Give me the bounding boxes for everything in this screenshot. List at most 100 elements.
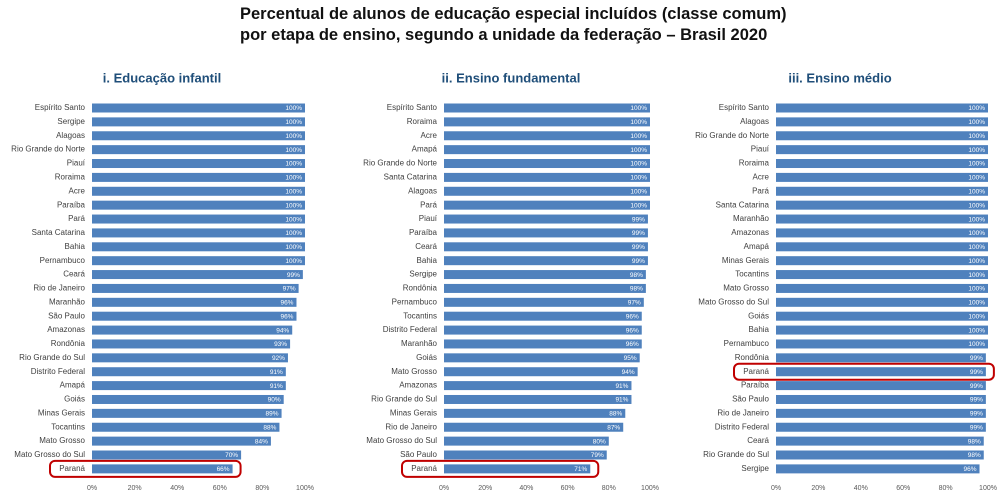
value-label: 98%	[630, 286, 643, 293]
category-label: Pernambuco	[724, 339, 770, 348]
bar	[776, 214, 988, 224]
value-label: 100%	[285, 202, 302, 209]
value-label: 100%	[285, 105, 302, 112]
value-label: 99%	[632, 230, 645, 237]
bar	[776, 367, 986, 377]
x-tick-label: 100%	[979, 485, 997, 492]
value-label: 100%	[285, 230, 302, 237]
bar	[444, 381, 632, 391]
value-label: 99%	[632, 258, 645, 265]
category-label: Paraíba	[409, 228, 438, 237]
value-label: 98%	[968, 438, 981, 445]
bar	[444, 422, 624, 432]
category-label: Sergipe	[57, 117, 85, 126]
x-tick-label: 60%	[561, 485, 575, 492]
bar	[444, 297, 644, 307]
category-label: Amapá	[744, 242, 770, 251]
value-label: 92%	[272, 355, 285, 362]
value-label: 79%	[591, 452, 604, 459]
bar	[776, 394, 986, 404]
x-tick-label: 40%	[519, 485, 533, 492]
x-tick-label: 20%	[811, 485, 825, 492]
value-label: 99%	[970, 383, 983, 390]
x-tick-label: 80%	[602, 485, 616, 492]
category-label: São Paulo	[48, 311, 85, 320]
bar	[92, 408, 282, 418]
bar	[444, 394, 632, 404]
category-label: Mato Grosso do Sul	[14, 450, 85, 459]
bar	[444, 242, 648, 252]
value-label: 100%	[968, 341, 985, 348]
value-label: 100%	[630, 175, 647, 182]
value-label: 100%	[968, 202, 985, 209]
category-label: Sergipe	[741, 464, 769, 473]
category-label: Rondônia	[51, 339, 86, 348]
value-label: 91%	[615, 397, 628, 404]
bar	[776, 450, 984, 460]
category-label: Piauí	[751, 145, 770, 154]
bar	[444, 436, 609, 446]
value-label: 100%	[285, 161, 302, 168]
bar	[776, 381, 986, 391]
category-label: Mato Grosso do Sul	[698, 297, 769, 306]
value-label: 96%	[626, 313, 639, 320]
bar	[444, 145, 650, 155]
category-label: Mato Grosso	[723, 284, 769, 293]
category-label: São Paulo	[732, 395, 769, 404]
bar	[776, 228, 988, 238]
category-label: Pará	[752, 186, 769, 195]
x-tick-label: 60%	[213, 485, 227, 492]
bar	[92, 436, 271, 446]
category-label: Espírito Santo	[35, 103, 86, 112]
bar	[776, 283, 988, 293]
value-label: 98%	[630, 272, 643, 279]
value-label: 100%	[968, 161, 985, 168]
category-label: Rio Grande do Norte	[11, 145, 85, 154]
highlight-box	[401, 459, 600, 478]
value-label: 100%	[968, 119, 985, 126]
value-label: 100%	[630, 202, 647, 209]
bar	[776, 131, 988, 141]
chart-subtitle: i. Educação infantil	[103, 70, 221, 85]
bar	[776, 270, 988, 280]
value-label: 100%	[968, 230, 985, 237]
bar	[776, 159, 988, 169]
category-label: Santa Catarina	[384, 173, 438, 182]
chart-subtitle: ii. Ensino fundamental	[442, 70, 581, 85]
value-label: 99%	[970, 424, 983, 431]
bar	[92, 117, 305, 127]
category-label: Pará	[420, 200, 437, 209]
bar	[444, 117, 650, 127]
category-label: Distrito Federal	[715, 422, 769, 431]
bar	[444, 270, 646, 280]
category-label: Tocantins	[403, 311, 437, 320]
category-label: Roraima	[55, 173, 86, 182]
category-label: Tocantins	[51, 422, 85, 431]
value-label: 96%	[964, 466, 977, 473]
category-label: Distrito Federal	[31, 367, 85, 376]
x-tick-label: 0%	[771, 485, 781, 492]
bar	[776, 436, 984, 446]
category-label: Rio Grande do Sul	[19, 353, 85, 362]
bar	[92, 242, 305, 252]
value-label: 100%	[968, 175, 985, 182]
bar	[444, 256, 648, 266]
bar	[444, 367, 638, 377]
value-label: 88%	[263, 424, 276, 431]
value-label: 97%	[628, 300, 641, 307]
bar	[92, 131, 305, 141]
value-label: 91%	[270, 383, 283, 390]
bar	[444, 353, 640, 363]
bar	[776, 325, 988, 335]
value-label: 100%	[968, 216, 985, 223]
category-label: Ceará	[415, 242, 437, 251]
bar	[444, 131, 650, 141]
category-label: Tocantins	[735, 270, 769, 279]
bar	[776, 172, 988, 182]
x-tick-label: 80%	[939, 485, 953, 492]
category-label: Amazonas	[399, 381, 437, 390]
category-label: Minas Gerais	[38, 408, 85, 417]
bar	[92, 228, 305, 238]
category-label: Bahia	[749, 325, 770, 334]
value-label: 94%	[276, 327, 289, 334]
